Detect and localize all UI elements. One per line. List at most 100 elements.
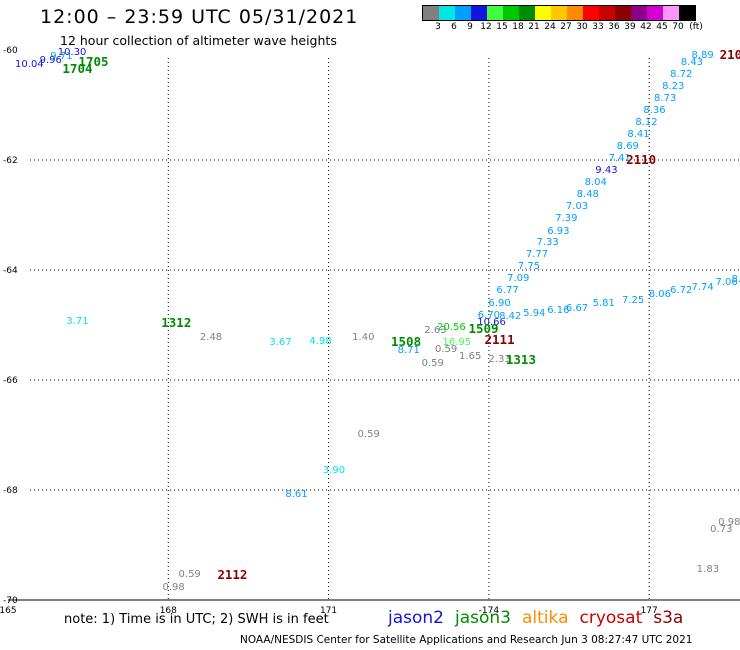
wave-height-label: 1.40 (352, 332, 375, 344)
wave-height-label: 16.95 (442, 336, 472, 348)
wave-height-label: 1.65 (459, 351, 482, 363)
wave-height-label: 6.72 (670, 284, 693, 296)
color-scale-label: 24 (544, 22, 556, 32)
color-scale-label: 39 (624, 22, 636, 32)
wave-height-label: 0.59 (421, 357, 444, 369)
pass-time-label: 2110 (626, 152, 657, 167)
pass-time-label: 2109 (719, 46, 740, 62)
wave-height-label: 7.33 (536, 237, 559, 249)
wave-height-label: 6.67 (565, 302, 589, 314)
wave-height-label: 8.72 (670, 68, 693, 80)
wave-height-label: 9.43 (595, 165, 618, 176)
color-scale-cell (471, 6, 487, 20)
page-title: 12:00 – 23:59 UTC 05/31/2021 (40, 6, 359, 28)
wave-height-label: 6.77 (496, 285, 519, 297)
wave-height-label: 0.73 (710, 523, 733, 535)
x-tick-label: -174 (479, 606, 500, 616)
y-tick-label: -62 (3, 156, 18, 166)
wave-height-label: 10.30 (57, 46, 87, 58)
wave-height-label: 3.71 (66, 316, 89, 328)
wave-height-label: 0.59 (357, 429, 380, 440)
satellite-legend-s3a: s3a (653, 608, 684, 628)
color-scale-cell (487, 6, 503, 20)
wave-height-label: 8.43 (680, 56, 704, 68)
satellite-legend-cryosat: cryosat (579, 608, 643, 628)
color-scale-label: 3 (435, 22, 441, 32)
wave-height-label: 20.56 (437, 322, 466, 334)
color-scale-cell (439, 6, 455, 20)
y-tick-label: -66 (3, 376, 18, 386)
wave-height-label: 8.73 (654, 92, 677, 104)
color-scale-unit: (ft) (689, 22, 703, 32)
credit-footer: NOAA/NESDIS Center for Satellite Applica… (240, 634, 693, 646)
wave-height-label: 8.41 (627, 129, 650, 141)
wave-height-label: 7.25 (621, 294, 645, 306)
map-axes: 165 168 171 -174 177 -60 -62 -64 -66 -68 -70 (0, 46, 740, 616)
wave-height-label: 8.23 (662, 80, 685, 92)
y-tick-label: -60 (3, 46, 18, 56)
color-scale-cell (567, 6, 583, 20)
wave-height-label: 4.98 (309, 335, 332, 347)
wave-height-label: 8.89 (691, 49, 714, 61)
wave-height-label: 8.36 (643, 105, 666, 117)
wave-height-label: 6.16 (547, 305, 570, 317)
pass-time-label: 1312 (161, 314, 192, 330)
wave-height-label: 9.71 (50, 50, 73, 62)
wave-height-label: 3.90 (322, 464, 346, 476)
color-scale-label: 42 (640, 22, 652, 32)
units-note: note: 1) Time is in UTC; 2) SWH is in fe… (64, 612, 329, 627)
x-tick-label: 171 (320, 606, 337, 616)
wave-height-label: 7.06 (715, 277, 738, 289)
wave-height-label: 0.59 (178, 569, 201, 581)
color-scale-cell (599, 6, 615, 20)
color-scale-label: 12 (480, 22, 492, 32)
color-scale-cell (519, 6, 535, 20)
wave-height-label: 8.12 (635, 117, 658, 129)
wave-height-label: 0.59 (434, 343, 458, 355)
wave-height-label: 2.33 (488, 353, 511, 365)
color-scale-label: 45 (656, 22, 668, 32)
color-scale-cells (422, 5, 696, 21)
wave-height-label: 7.41 (608, 152, 631, 164)
pass-time-label: 1508 (390, 333, 422, 349)
color-scale-cell (647, 6, 663, 20)
satellite-legend-altika: altika (522, 608, 569, 628)
wave-height-label: 5.81 (592, 298, 615, 310)
color-scale-cell (631, 6, 647, 20)
wave-height-label: 7.74 (691, 281, 714, 293)
wave-height-label: 6.90 (488, 297, 511, 309)
color-scale-cell (583, 6, 599, 20)
color-scale-label: 9 (467, 22, 473, 32)
color-scale-label: 6 (451, 22, 457, 32)
color-scale-label: 27 (560, 22, 572, 32)
wave-height-label: 7.39 (555, 213, 578, 225)
color-scale-cell (615, 6, 631, 20)
wave-height-label: 7.75 (517, 261, 541, 273)
wave-height-label: 9.96 (39, 55, 62, 66)
wave-height-label: 3.67 (269, 337, 292, 349)
pass-time-label: 1705 (78, 53, 109, 69)
satellite-legend-jason3: jason3 (455, 608, 511, 628)
color-scale-labels: 3 6 9 12 15 18 21 24 27 30 33 36 39 42 45 70 (ft) (422, 21, 703, 35)
x-tick-label: 177 (641, 606, 658, 616)
y-tick-label: -70 (3, 596, 18, 606)
color-scale-label: 18 (512, 22, 524, 32)
wave-height-label: 2.48 (199, 332, 223, 344)
wave-height-label: 5.94 (523, 308, 546, 319)
pass-time-label: 1313 (505, 351, 536, 367)
wave-height-label: 7.09 (507, 273, 530, 285)
pass-time-label: 2111 (484, 331, 515, 347)
color-scale-label: 70 (672, 22, 684, 32)
wave-height-label: 8.71 (397, 344, 420, 356)
pass-time-label: 1509 (468, 321, 499, 337)
color-scale-label: 15 (496, 22, 508, 32)
wave-height-label: 8.04 (584, 177, 607, 189)
color-scale-label: 30 (576, 22, 588, 32)
wave-height-label: 8.96 (731, 273, 740, 285)
wave-height-label: 7.77 (525, 249, 549, 261)
wave-height-color-scale: 3 6 9 12 15 18 21 24 27 30 33 36 39 42 45 70 (ft) (422, 5, 703, 35)
wave-height-label: 8.06 (648, 289, 671, 301)
color-scale-cell (551, 6, 567, 20)
wave-height-label: 8.61 (285, 488, 308, 500)
